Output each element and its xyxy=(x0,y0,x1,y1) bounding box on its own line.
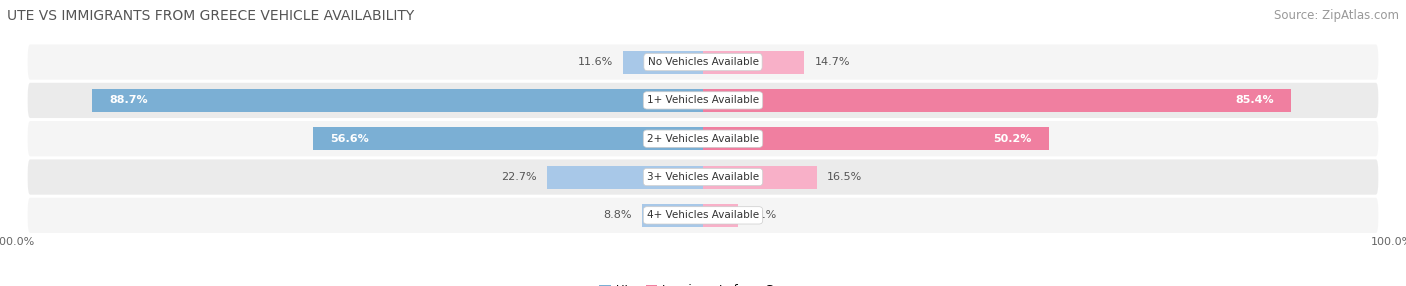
Bar xyxy=(643,204,703,227)
Text: 2+ Vehicles Available: 2+ Vehicles Available xyxy=(647,134,759,144)
Bar xyxy=(547,166,703,188)
Bar xyxy=(703,204,738,227)
FancyBboxPatch shape xyxy=(28,198,1378,233)
Text: 4+ Vehicles Available: 4+ Vehicles Available xyxy=(647,210,759,220)
Text: 5.1%: 5.1% xyxy=(748,210,776,220)
Bar xyxy=(703,166,817,188)
Bar xyxy=(703,89,1291,112)
Text: 14.7%: 14.7% xyxy=(814,57,851,67)
Text: 50.2%: 50.2% xyxy=(993,134,1032,144)
Bar xyxy=(91,89,703,112)
FancyBboxPatch shape xyxy=(28,159,1378,195)
Text: 88.7%: 88.7% xyxy=(110,96,148,105)
FancyBboxPatch shape xyxy=(28,121,1378,156)
Bar xyxy=(623,51,703,74)
Text: 56.6%: 56.6% xyxy=(330,134,368,144)
Text: 1+ Vehicles Available: 1+ Vehicles Available xyxy=(647,96,759,105)
Bar xyxy=(314,127,703,150)
Text: UTE VS IMMIGRANTS FROM GREECE VEHICLE AVAILABILITY: UTE VS IMMIGRANTS FROM GREECE VEHICLE AV… xyxy=(7,9,415,23)
Text: Source: ZipAtlas.com: Source: ZipAtlas.com xyxy=(1274,9,1399,21)
Bar xyxy=(703,127,1049,150)
Bar xyxy=(703,51,804,74)
Legend: Ute, Immigrants from Greece: Ute, Immigrants from Greece xyxy=(595,279,811,286)
Text: 85.4%: 85.4% xyxy=(1236,96,1274,105)
FancyBboxPatch shape xyxy=(28,44,1378,80)
Text: 16.5%: 16.5% xyxy=(827,172,862,182)
FancyBboxPatch shape xyxy=(28,83,1378,118)
Text: No Vehicles Available: No Vehicles Available xyxy=(648,57,758,67)
Text: 3+ Vehicles Available: 3+ Vehicles Available xyxy=(647,172,759,182)
Text: 22.7%: 22.7% xyxy=(501,172,536,182)
Text: 11.6%: 11.6% xyxy=(578,57,613,67)
Text: 8.8%: 8.8% xyxy=(603,210,633,220)
